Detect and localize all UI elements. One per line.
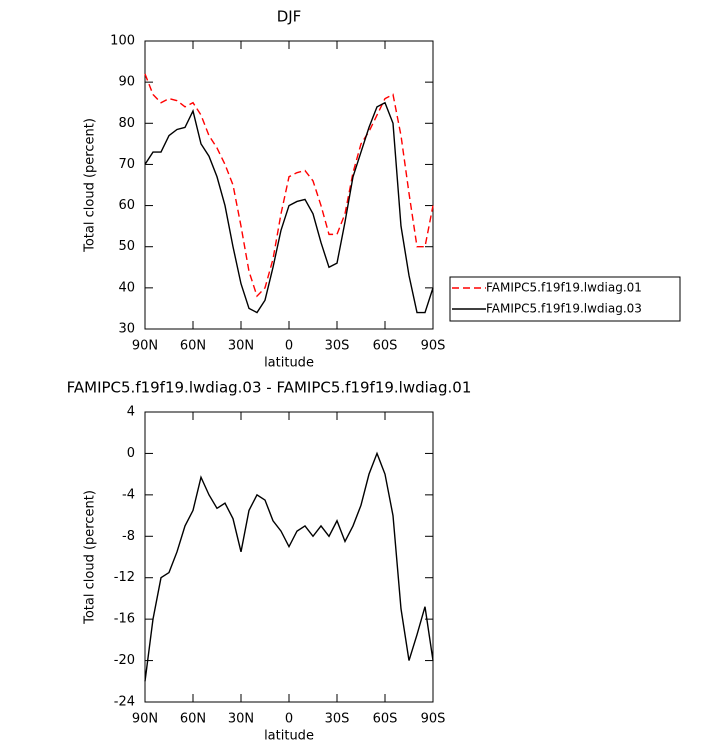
y-tick-label: 0 [127, 446, 135, 461]
x-tick-label: 30N [228, 712, 254, 727]
y-tick-label: -24 [114, 695, 135, 710]
y-tick-label: 60 [118, 198, 135, 213]
x-tick-label: 90N [132, 712, 158, 727]
y-tick-label: -12 [114, 570, 135, 585]
x-tick-label: 30S [325, 339, 350, 354]
y-tick-label: -8 [122, 529, 135, 544]
x-tick-label: 0 [285, 339, 293, 354]
data-line [144, 101, 434, 314]
legend-label: FAMIPC5.f19f19.lwdiag.03 [486, 302, 642, 316]
y-tick-label: -20 [114, 653, 135, 668]
plot-frame [144, 40, 434, 330]
y-tick-label: 30 [118, 322, 135, 337]
x-tick-label: 60N [180, 712, 206, 727]
x-tick-label: 60S [373, 339, 398, 354]
y-tick-label: 50 [118, 239, 135, 254]
chart-title: FAMIPC5.f19f19.lwdiag.03 - FAMIPC5.f19f1… [67, 379, 472, 397]
x-tick-label: 90S [421, 339, 446, 354]
y-axis-label: Total cloud (percent) [83, 490, 98, 625]
x-tick-label: 30N [228, 339, 254, 354]
data-line [144, 451, 434, 682]
y-tick-label: 40 [118, 280, 135, 295]
data-line [144, 73, 434, 298]
y-tick-label: 70 [118, 157, 135, 172]
x-axis-label: latitude [264, 356, 314, 371]
x-tick-label: 30S [325, 712, 350, 727]
chart-title: DJF [277, 8, 302, 26]
x-tick-label: 0 [285, 712, 293, 727]
y-tick-label: -16 [114, 612, 135, 627]
x-tick-label: 90N [132, 339, 158, 354]
y-tick-label: 4 [127, 405, 135, 420]
x-tick-label: 90S [421, 712, 446, 727]
y-axis-label: Total cloud (percent) [83, 118, 98, 253]
y-tick-label: -4 [122, 487, 135, 502]
x-tick-label: 60S [373, 712, 398, 727]
y-tick-label: 90 [118, 75, 135, 90]
x-tick-label: 60N [180, 339, 206, 354]
plot-frame [144, 411, 434, 703]
x-axis-label: latitude [264, 729, 314, 744]
y-tick-label: 100 [110, 34, 135, 49]
y-tick-label: 80 [118, 116, 135, 131]
legend-box [449, 276, 681, 322]
legend-label: FAMIPC5.f19f19.lwdiag.01 [486, 281, 642, 295]
